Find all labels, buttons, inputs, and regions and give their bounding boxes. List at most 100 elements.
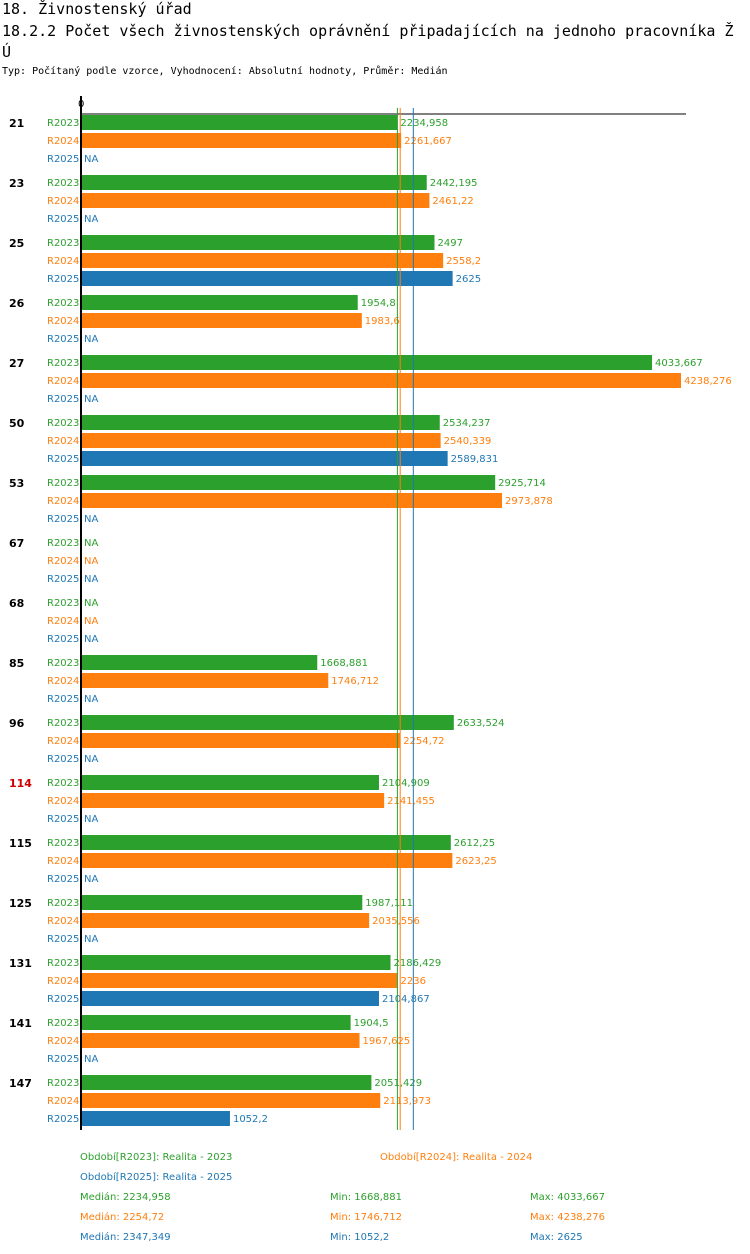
na-label: NA [84, 514, 98, 525]
series-label: R2025 [47, 1054, 79, 1065]
group-label: 53 [9, 477, 24, 490]
series-label: R2024 [47, 496, 79, 507]
na-label: NA [84, 694, 98, 705]
na-label: NA [84, 214, 98, 225]
data-label: 2589,831 [451, 454, 499, 465]
data-label: 2141,455 [387, 796, 435, 807]
series-label: R2024 [47, 1096, 79, 1107]
bar [81, 193, 430, 208]
group-label: 96 [9, 717, 25, 730]
chart-subtitle: 18.2.2 Počet všech živnostenských oprávn… [2, 22, 734, 61]
group-label: 85 [9, 657, 24, 670]
group-label: 141 [9, 1017, 32, 1030]
series-label: R2025 [47, 514, 79, 525]
stat-max: Max: 4033,667 [530, 1192, 605, 1203]
group-label: 50 [9, 417, 25, 430]
stat-max: Max: 4238,276 [530, 1212, 605, 1223]
bar [81, 433, 441, 448]
bar [81, 775, 379, 790]
series-label: R2024 [47, 556, 79, 567]
series-label: R2024 [47, 856, 79, 867]
series-label: R2024 [47, 736, 79, 747]
bar [81, 715, 454, 730]
series-label: R2025 [47, 214, 79, 225]
series-label: R2024 [47, 976, 79, 987]
data-label: 2558,2 [446, 256, 481, 267]
bar [81, 355, 653, 370]
series-label: R2023 [47, 478, 79, 489]
series-label: R2024 [47, 196, 79, 207]
legend-entry: Období[R2025]: Realita - 2025 [80, 1171, 232, 1183]
series-label: R2025 [47, 934, 79, 945]
bar [81, 115, 398, 130]
stat-median: Medián: 2254,72 [80, 1211, 164, 1223]
bar [81, 913, 370, 928]
na-label: NA [84, 1054, 98, 1065]
series-label: R2024 [47, 136, 79, 147]
data-label: 1052,2 [233, 1114, 268, 1125]
series-label: R2025 [47, 814, 79, 825]
data-label: 2612,25 [454, 838, 495, 849]
legend-entry: Období[R2023]: Realita - 2023 [80, 1151, 232, 1163]
series-label: R2023 [47, 178, 79, 189]
group-label: 67 [9, 537, 24, 550]
bar [81, 313, 362, 328]
data-label: 2534,237 [443, 418, 491, 429]
bar [81, 853, 453, 868]
group-label: 131 [9, 957, 32, 970]
series-label: R2023 [47, 538, 79, 549]
stat-min: Min: 1052,2 [330, 1232, 389, 1243]
bar [81, 271, 453, 286]
series-label: R2024 [47, 316, 79, 327]
data-label: 1967,625 [363, 1036, 411, 1047]
series-label: R2023 [47, 298, 79, 309]
bar [81, 1093, 381, 1108]
data-label: 4033,667 [655, 358, 703, 369]
series-label: R2024 [47, 676, 79, 687]
series-label: R2023 [47, 118, 79, 129]
bar [81, 373, 681, 388]
data-label: 2104,909 [382, 778, 430, 789]
bar [81, 835, 451, 850]
na-label: NA [84, 814, 98, 825]
data-label: 2497 [437, 238, 462, 249]
series-label: R2023 [47, 598, 79, 609]
bar [81, 415, 440, 430]
group-label: 26 [9, 297, 25, 310]
group-label: 115 [9, 837, 32, 850]
series-label: R2023 [47, 898, 79, 909]
series-label: R2025 [47, 694, 79, 705]
series-label: R2023 [47, 838, 79, 849]
data-label: 1987,111 [365, 898, 413, 909]
data-label: 2633,524 [457, 718, 505, 729]
na-label: NA [84, 754, 98, 765]
bar [81, 991, 379, 1006]
series-label: R2025 [47, 874, 79, 885]
na-label: NA [84, 334, 98, 345]
bar [81, 1111, 230, 1126]
series-label: R2025 [47, 394, 79, 405]
group-label: 25 [9, 237, 24, 250]
bar [81, 655, 318, 670]
bar [81, 235, 435, 250]
series-label: R2024 [47, 376, 79, 387]
chart-type-line: Typ: Počítaný podle vzorce, Vyhodnocení:… [2, 66, 448, 77]
bar [81, 673, 329, 688]
series-label: R2023 [47, 658, 79, 669]
series-label: R2025 [47, 154, 79, 165]
stat-median: Medián: 2234,958 [80, 1191, 171, 1203]
bar [81, 475, 496, 490]
data-label: 2254,72 [403, 736, 444, 747]
data-label: 2625 [456, 274, 481, 285]
data-label: 2104,867 [382, 994, 430, 1005]
series-label: R2024 [47, 916, 79, 927]
bar [81, 733, 401, 748]
na-label: NA [84, 538, 98, 549]
series-label: R2024 [47, 256, 79, 267]
na-label: NA [84, 574, 98, 585]
series-label: R2023 [47, 718, 79, 729]
data-label: 2234,958 [400, 118, 448, 129]
stat-max: Max: 2625 [530, 1232, 583, 1243]
data-label: 2442,195 [430, 178, 478, 189]
